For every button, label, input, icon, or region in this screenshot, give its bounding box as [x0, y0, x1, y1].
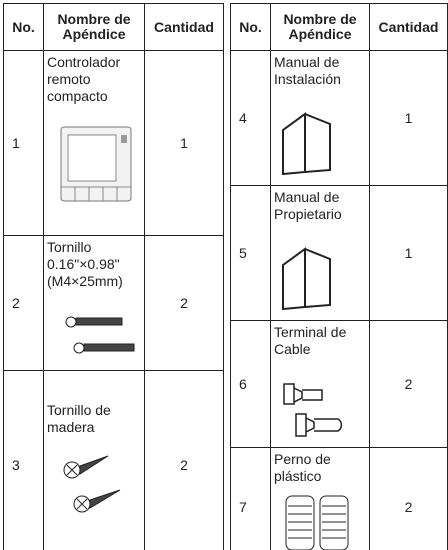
header-cell: No. [230, 3, 271, 51]
header-cell: Nombre de Apéndice [270, 3, 370, 51]
row-number: 4 [230, 50, 271, 186]
quantity: 1 [369, 185, 448, 321]
row-number: 1 [3, 50, 44, 236]
header-cell: Cantidad [144, 3, 224, 51]
manual-illustration [282, 247, 331, 311]
remote-controller-illustration [60, 126, 132, 202]
screw-illustration [65, 316, 135, 354]
header-cell: Cantidad [369, 3, 448, 51]
row-number: 5 [230, 185, 271, 321]
quantity: 2 [369, 320, 448, 448]
quantity: 2 [144, 370, 224, 550]
row-number: 7 [230, 447, 271, 550]
quantity: 1 [144, 50, 224, 236]
plastic-bolt-illustration [285, 495, 349, 550]
header-cell: No. [3, 3, 44, 51]
row-number: 3 [3, 370, 44, 550]
quantity: 2 [369, 447, 448, 550]
row-number: 2 [3, 235, 44, 371]
wood-screw-illustration [63, 455, 121, 513]
header-cell: Nombre de Apéndice [43, 3, 145, 51]
cable-terminal-illustration [283, 383, 343, 437]
quantity: 2 [144, 235, 224, 371]
manual-illustration [282, 112, 331, 176]
quantity: 1 [369, 50, 448, 186]
row-number: 6 [230, 320, 271, 448]
item-name: Tornillo de madera [43, 370, 145, 550]
